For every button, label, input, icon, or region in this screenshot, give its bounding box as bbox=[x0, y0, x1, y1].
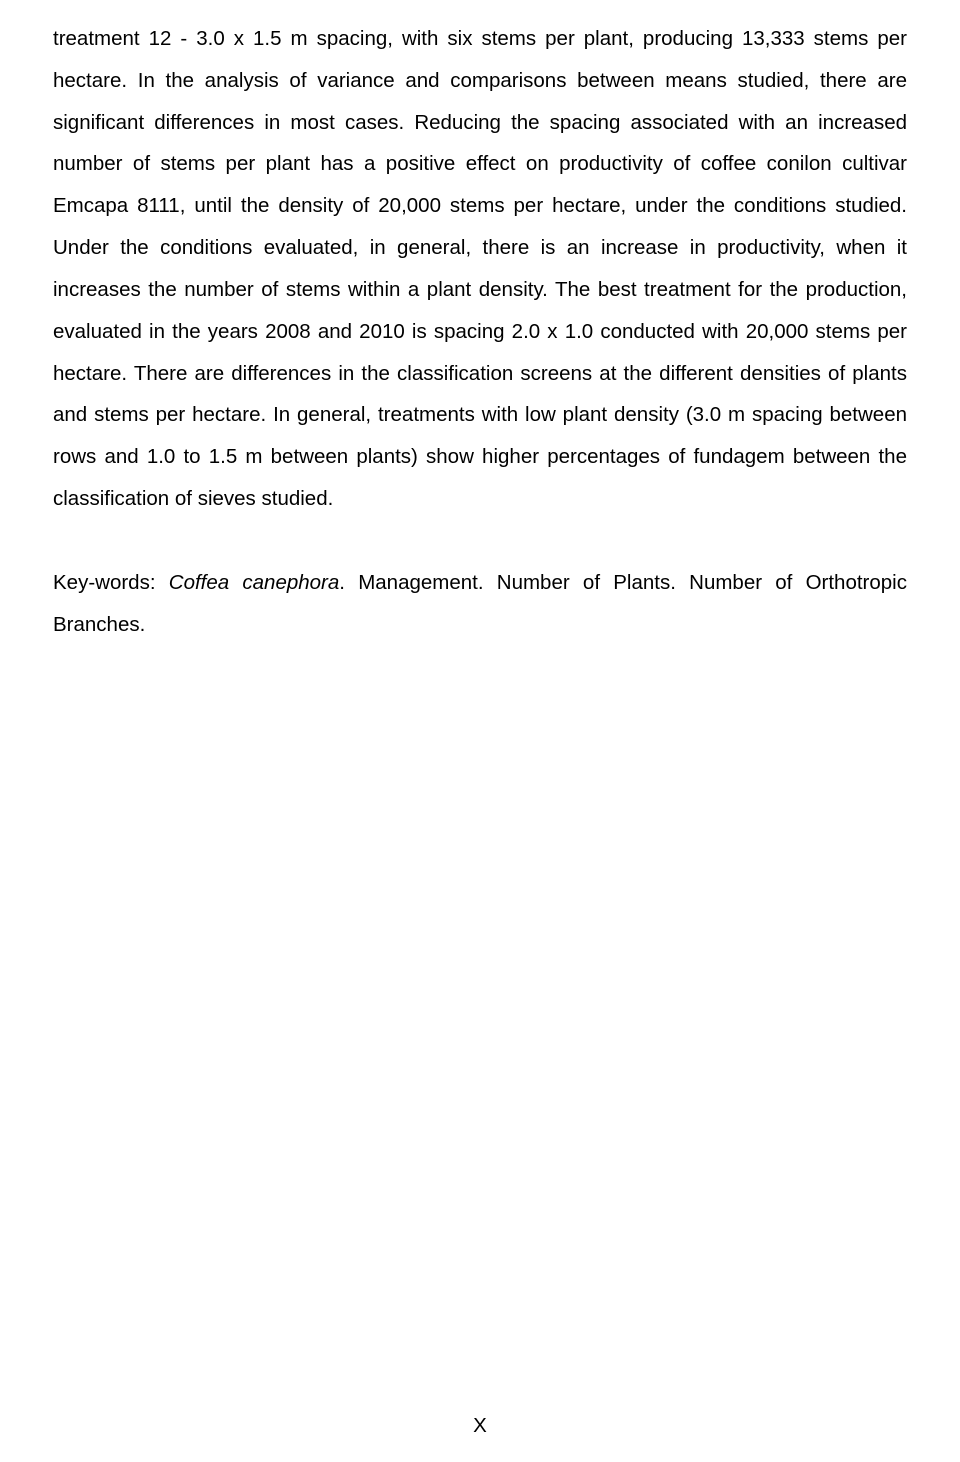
keywords-paragraph: Key-words: Coffea canephora. Management.… bbox=[53, 562, 907, 646]
page-number: X bbox=[473, 1414, 487, 1438]
keywords-label: Key-words: bbox=[53, 571, 169, 594]
keywords-italic: Coffea canephora bbox=[169, 571, 340, 594]
abstract-body-text: treatment 12 - 3.0 x 1.5 m spacing, with… bbox=[53, 18, 907, 520]
